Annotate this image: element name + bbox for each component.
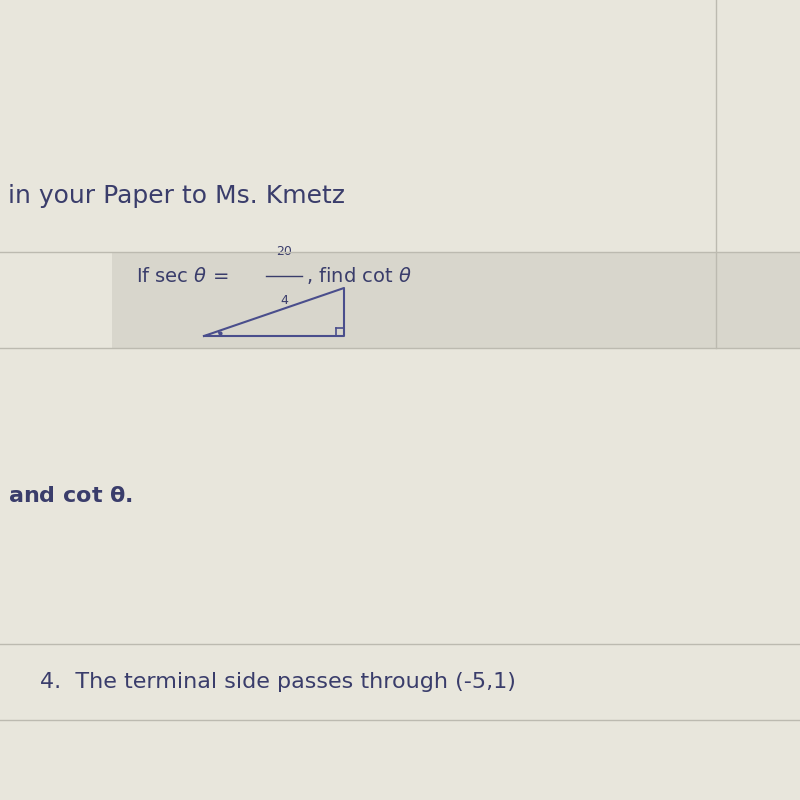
Text: 4.  The terminal side passes through (-5,1): 4. The terminal side passes through (-5,… — [40, 672, 516, 692]
Bar — [112, 252, 716, 348]
Text: and cot $\mathbf{\theta}$.: and cot $\mathbf{\theta}$. — [8, 486, 133, 506]
Text: , find cot $\mathit{\theta}$: , find cot $\mathit{\theta}$ — [306, 266, 412, 286]
Text: If sec $\mathit{\theta}$ =: If sec $\mathit{\theta}$ = — [136, 266, 230, 286]
Text: 20: 20 — [276, 246, 292, 258]
Bar — [0, 720, 800, 800]
Bar — [0, 644, 800, 720]
Text: 4: 4 — [280, 294, 288, 306]
Bar — [716, 252, 800, 348]
Text: in your Paper to Ms. Kmetz: in your Paper to Ms. Kmetz — [8, 184, 345, 208]
